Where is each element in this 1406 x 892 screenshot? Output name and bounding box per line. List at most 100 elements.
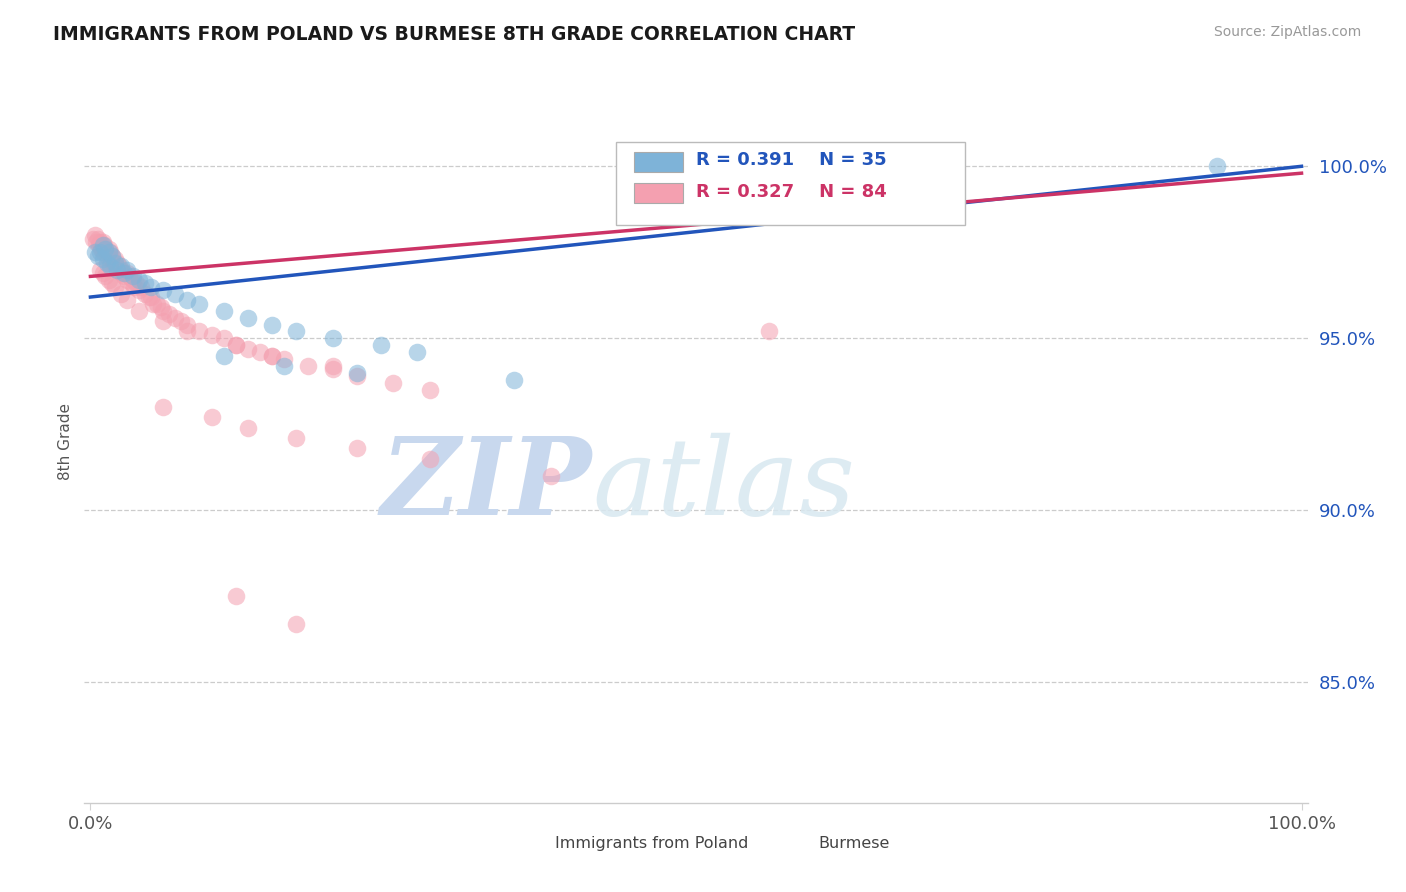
Point xyxy=(86,231,108,245)
Point xyxy=(370,338,392,352)
Point xyxy=(188,325,211,339)
Point xyxy=(101,277,124,291)
Point xyxy=(262,349,284,363)
Point xyxy=(249,345,271,359)
Point xyxy=(103,255,125,269)
Text: Source: ZipAtlas.com: Source: ZipAtlas.com xyxy=(1213,25,1361,39)
Point xyxy=(98,259,121,273)
Point xyxy=(105,262,128,277)
Point xyxy=(91,238,114,252)
Point xyxy=(122,279,145,293)
Point xyxy=(236,310,259,325)
Point xyxy=(121,277,143,291)
Point xyxy=(176,325,198,339)
FancyBboxPatch shape xyxy=(616,142,965,225)
Point xyxy=(101,249,124,263)
Point xyxy=(134,277,156,291)
Text: R = 0.391    N = 35: R = 0.391 N = 35 xyxy=(696,152,887,169)
Point xyxy=(110,286,132,301)
Point xyxy=(86,249,108,263)
Point xyxy=(104,255,127,269)
Point xyxy=(1205,159,1227,173)
Point xyxy=(236,421,259,435)
Point xyxy=(89,262,111,277)
Point xyxy=(128,303,150,318)
Point xyxy=(138,290,160,304)
Bar xyxy=(782,836,808,852)
Bar xyxy=(634,183,682,203)
Point xyxy=(212,303,235,318)
Point xyxy=(139,290,162,304)
Point xyxy=(322,331,344,345)
Point xyxy=(297,359,319,373)
Point xyxy=(285,325,308,339)
Text: ZIP: ZIP xyxy=(381,432,592,538)
Point xyxy=(110,259,132,273)
Point xyxy=(200,410,222,425)
Point xyxy=(322,362,344,376)
Point xyxy=(225,590,247,604)
Text: Immigrants from Poland: Immigrants from Poland xyxy=(555,837,748,852)
Point xyxy=(152,303,174,318)
Point xyxy=(165,310,187,325)
Point xyxy=(758,325,780,339)
Point xyxy=(176,318,198,332)
Point xyxy=(105,255,128,269)
Bar xyxy=(519,836,546,852)
Point xyxy=(346,442,368,456)
Point xyxy=(285,616,308,631)
Text: atlas: atlas xyxy=(592,433,855,538)
Point xyxy=(98,245,121,260)
Point xyxy=(346,366,368,380)
Point xyxy=(91,266,114,280)
Point xyxy=(86,235,108,249)
Point xyxy=(105,262,128,277)
Point xyxy=(96,249,118,263)
Point xyxy=(91,235,114,249)
Point xyxy=(100,252,122,267)
Point xyxy=(139,279,162,293)
Point xyxy=(200,327,222,342)
Point xyxy=(382,376,405,390)
Point xyxy=(418,451,440,466)
Point xyxy=(157,307,180,321)
Point xyxy=(96,245,118,260)
Point xyxy=(225,338,247,352)
Point xyxy=(273,359,295,373)
Point xyxy=(418,383,440,397)
Point xyxy=(262,318,284,332)
Text: IMMIGRANTS FROM POLAND VS BURMESE 8TH GRADE CORRELATION CHART: IMMIGRANTS FROM POLAND VS BURMESE 8TH GR… xyxy=(53,25,856,44)
Point xyxy=(225,338,247,352)
Point xyxy=(128,273,150,287)
Point xyxy=(110,262,132,277)
Point xyxy=(91,252,114,267)
Point xyxy=(104,252,127,267)
Point xyxy=(406,345,429,359)
Point xyxy=(89,235,111,249)
Point xyxy=(165,286,187,301)
Text: R = 0.327    N = 84: R = 0.327 N = 84 xyxy=(696,183,887,201)
Point xyxy=(125,277,148,291)
Point xyxy=(129,279,152,293)
Point xyxy=(118,269,141,284)
Point xyxy=(503,373,526,387)
Point xyxy=(152,400,174,414)
Point xyxy=(262,349,284,363)
Point xyxy=(112,269,135,284)
Point xyxy=(97,252,120,267)
Point xyxy=(84,228,107,243)
Point xyxy=(285,431,308,445)
Point xyxy=(93,238,115,252)
Point xyxy=(149,301,172,315)
Point xyxy=(322,359,344,373)
Point xyxy=(212,331,235,345)
Point xyxy=(87,238,110,252)
Point xyxy=(97,273,120,287)
Point xyxy=(115,273,138,287)
Point xyxy=(112,266,135,280)
Point xyxy=(146,297,169,311)
Point xyxy=(540,469,562,483)
Point xyxy=(142,297,165,311)
Point xyxy=(90,242,112,256)
Point xyxy=(97,242,120,256)
